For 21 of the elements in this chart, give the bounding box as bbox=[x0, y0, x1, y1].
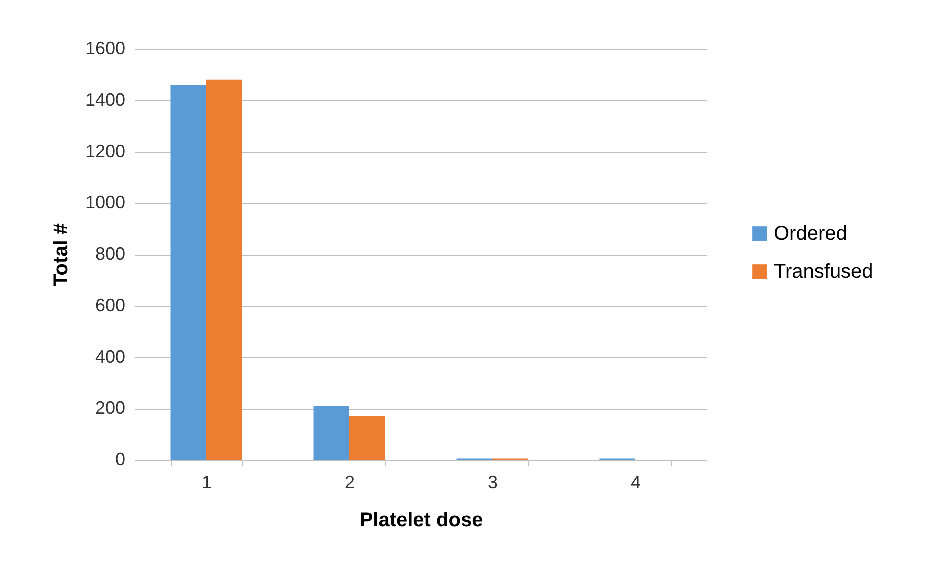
bar bbox=[170, 84, 206, 460]
y-tick-label: 800 bbox=[95, 244, 126, 264]
x-tick-label: 3 bbox=[488, 472, 498, 492]
y-tick-label: 600 bbox=[95, 295, 126, 316]
x-tick-label: 4 bbox=[630, 472, 642, 492]
bar bbox=[350, 416, 386, 460]
legend-label: Transfused bbox=[774, 261, 874, 283]
bar bbox=[206, 80, 242, 460]
y-tick-label: 1000 bbox=[85, 192, 126, 213]
y-tick-label: 400 bbox=[95, 346, 126, 367]
x-axis-title: Platelet dose bbox=[360, 510, 484, 532]
bar bbox=[314, 406, 350, 460]
y-tick-label: 200 bbox=[95, 398, 126, 418]
legend-label: Ordered bbox=[774, 223, 848, 245]
y-tick-label: 0 bbox=[115, 450, 126, 470]
y-tick-label: 1400 bbox=[85, 90, 126, 110]
y-tick-label: 1200 bbox=[85, 141, 126, 162]
y-axis-title: Total # bbox=[50, 224, 72, 286]
y-tick-label: 1600 bbox=[85, 38, 126, 58]
x-tick-label: 1 bbox=[202, 472, 212, 492]
x-tick-label: 2 bbox=[344, 472, 356, 492]
